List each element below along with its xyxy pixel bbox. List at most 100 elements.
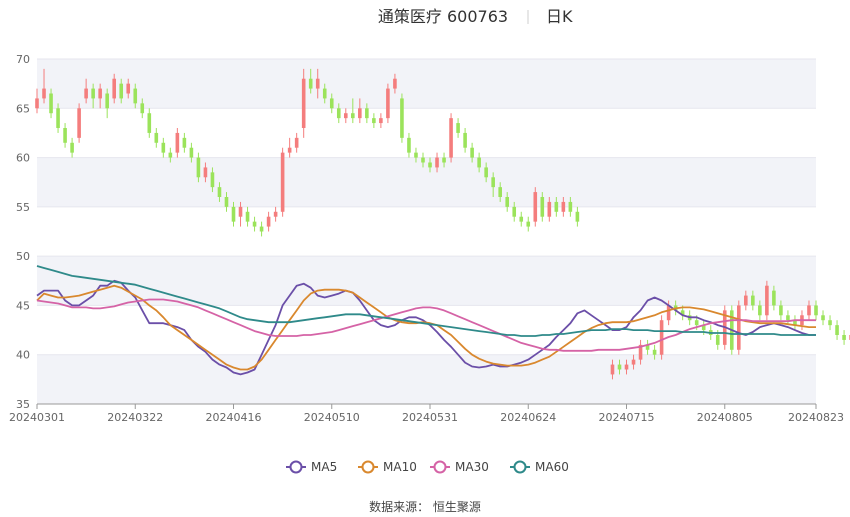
candle (737, 300, 741, 355)
y-tick-label: 50 (16, 250, 30, 263)
candle (63, 123, 67, 148)
candle-body (252, 221, 257, 227)
x-tick-label: 20240322 (107, 411, 163, 424)
x-tick-label: 20240416 (206, 411, 262, 424)
x-axis: 20240301 20240322 20240416 20240510 20240531… (9, 403, 844, 424)
legend-marker-icon (289, 460, 303, 474)
candle (147, 108, 152, 138)
candle (547, 197, 552, 222)
candle-body (105, 93, 109, 109)
y-tick-label: 65 (16, 102, 30, 115)
candle (329, 93, 334, 114)
candle-body (175, 132, 180, 153)
candle (428, 157, 432, 173)
candle-body (842, 335, 846, 340)
candle (610, 359, 615, 380)
candle (526, 216, 531, 232)
candle-body (112, 78, 116, 99)
x-tick-label: 20240805 (697, 411, 753, 424)
candle (400, 93, 404, 143)
legend-item-ma10[interactable]: MA10 (358, 460, 417, 474)
candle (42, 68, 46, 104)
candle-body (765, 285, 769, 316)
candle-body (645, 344, 650, 350)
candle-body (315, 78, 320, 89)
candle-body (491, 177, 495, 188)
legend-item-ma60[interactable]: MA60 (510, 460, 569, 474)
candle-body (287, 147, 292, 153)
candle-body (224, 197, 229, 207)
candle-body (77, 108, 81, 138)
grid-band (37, 354, 816, 404)
candle (659, 315, 664, 360)
candle-body (715, 335, 720, 345)
legend-item-ma30[interactable]: MA30 (430, 460, 489, 474)
candle (175, 128, 180, 158)
candle-body (680, 310, 685, 316)
grid-band (37, 157, 816, 207)
candle-body (505, 197, 510, 207)
candle (821, 310, 825, 326)
y-tick-label: 35 (16, 398, 30, 411)
candle-body (336, 108, 341, 119)
candle-body (498, 187, 502, 197)
candle (814, 300, 818, 321)
candle (421, 152, 425, 168)
grid-band (37, 59, 816, 109)
candle (266, 211, 271, 232)
candle (512, 201, 517, 222)
candle (519, 211, 524, 227)
candle (140, 98, 145, 119)
chart-background-bands (37, 59, 816, 404)
legend-label: MA5 (311, 460, 337, 474)
candle-body (400, 98, 404, 138)
candle (70, 137, 74, 158)
data-source: 数据来源： 恒生聚源 (369, 499, 481, 514)
candle-body (63, 128, 67, 143)
candle-body (519, 216, 524, 222)
candle-body (294, 137, 299, 148)
candle (765, 280, 769, 321)
x-tick-label: 20240531 (402, 411, 458, 424)
candle-body (554, 201, 559, 212)
x-tick-label: 20240510 (304, 411, 360, 424)
candle (245, 206, 250, 227)
candle-body (421, 157, 425, 163)
candle (631, 354, 636, 370)
candle-body (147, 113, 152, 133)
candle (442, 152, 446, 168)
candle-body (428, 162, 432, 168)
candle-body (484, 167, 488, 178)
legend-marker-icon (513, 460, 527, 474)
candle (807, 300, 811, 321)
candle (210, 167, 215, 193)
candle (554, 197, 559, 217)
candle-body (203, 167, 208, 178)
candle-body (414, 152, 418, 158)
legend-item-ma5[interactable]: MA5 (286, 460, 337, 474)
candle (77, 103, 81, 143)
ma60-line (36, 265, 816, 337)
legend-label: MA30 (455, 460, 489, 474)
candle-body (351, 113, 355, 119)
candle-body (779, 305, 783, 316)
candle (393, 73, 397, 94)
candle (301, 68, 306, 138)
candle (772, 285, 776, 311)
candle-body (751, 295, 755, 306)
candle (217, 182, 222, 202)
candle (112, 73, 116, 104)
candle (224, 192, 229, 212)
candle (449, 113, 453, 163)
candle-body (835, 325, 839, 335)
candle-body (744, 295, 748, 306)
candle-body (308, 78, 313, 89)
candle (624, 359, 629, 375)
candle-body (526, 221, 531, 227)
candle-body (126, 83, 131, 94)
candle (154, 128, 159, 148)
chart-legend[interactable]: MA5 MA10 MA30 MA60 (286, 460, 569, 474)
candle-body (161, 142, 166, 153)
candle (568, 197, 573, 217)
